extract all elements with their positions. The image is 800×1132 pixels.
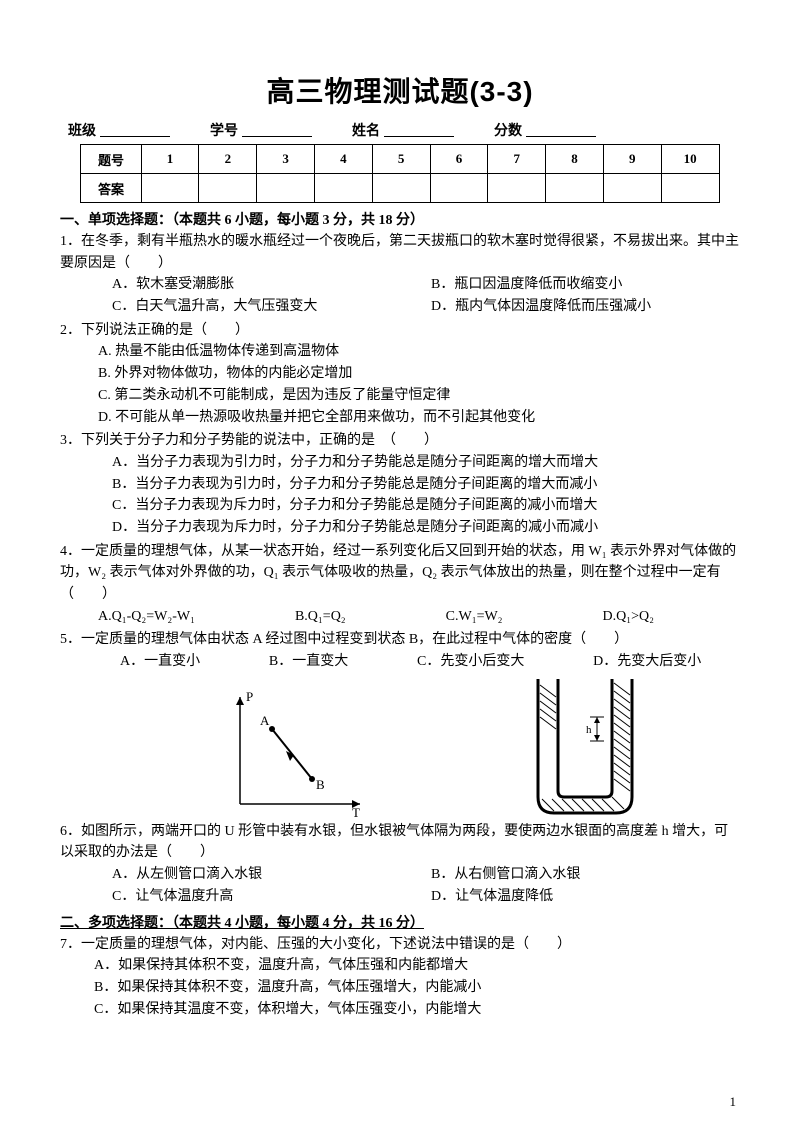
row-header: 题号 bbox=[81, 145, 141, 174]
question-2: 2．下列说法正确的是（ ） bbox=[60, 320, 740, 342]
t-axis-label: T bbox=[352, 805, 360, 819]
page-title: 高三物理测试题(3-3) bbox=[60, 70, 740, 110]
id-blank bbox=[242, 120, 312, 137]
score-label: 分数 bbox=[494, 120, 522, 140]
option-c: C．先变小后变大 bbox=[417, 651, 563, 673]
answer-cell bbox=[603, 174, 661, 203]
name-blank bbox=[384, 120, 454, 137]
option-c: C．让气体温度升高 bbox=[112, 886, 421, 908]
question-6: 6．如图所示，两端开口的 U 形管中装有水银，但水银被气体隔为两段，要使两边水银… bbox=[60, 821, 740, 864]
answer-cell bbox=[257, 174, 315, 203]
point-b-label: B bbox=[316, 777, 325, 792]
col-header: 2 bbox=[199, 145, 257, 174]
answer-cell bbox=[372, 174, 430, 203]
option-a: A．软木塞受潮膨胀 bbox=[112, 274, 421, 296]
option-d: D.Q₁>Q₂ bbox=[603, 606, 740, 628]
table-row: 题号 1 2 3 4 5 6 7 8 9 10 bbox=[81, 145, 719, 174]
table-row: 答案 bbox=[81, 174, 719, 203]
option-a: A.Q₁-Q₂=W₂-W₁ bbox=[98, 606, 281, 628]
option-a: A．从左侧管口滴入水银 bbox=[112, 864, 421, 886]
col-header: 1 bbox=[141, 145, 199, 174]
option-b: B．当分子力表现为引力时，分子力和分子势能总是随分子间距离的增大而减小 bbox=[112, 474, 740, 496]
answer-cell bbox=[661, 174, 719, 203]
row-header: 答案 bbox=[81, 174, 141, 203]
class-blank bbox=[100, 120, 170, 137]
option-b: B．从右侧管口滴入水银 bbox=[431, 864, 740, 886]
question-1: 1．在冬季，剩有半瓶热水的暖水瓶经过一个夜晚后，第二天拔瓶口的软木塞时觉得很紧，… bbox=[60, 231, 740, 274]
id-label: 学号 bbox=[210, 120, 238, 140]
col-header: 5 bbox=[372, 145, 430, 174]
option-d: D. 不可能从单一热源吸收热量并把它全部用来做功，而不引起其他变化 bbox=[98, 407, 740, 429]
name-label: 姓名 bbox=[352, 120, 380, 140]
p-axis-label: P bbox=[246, 689, 253, 704]
answer-cell bbox=[199, 174, 257, 203]
option-c: C．白天气温升高，大气压强变大 bbox=[112, 296, 421, 318]
question-5: 5．一定质量的理想气体由状态 A 经过图中过程变到状态 B，在此过程中气体的密度… bbox=[60, 629, 740, 651]
point-a-label: A bbox=[260, 713, 270, 728]
option-a: A．当分子力表现为引力时，分子力和分子势能总是随分子间距离的增大而增大 bbox=[112, 452, 740, 474]
question-5-options: A．一直变小 B．一直变大 C．先变小后变大 D．先变大后变小 bbox=[60, 651, 740, 673]
option-c: C. 第二类永动机不可能制成，是因为违反了能量守恒定律 bbox=[98, 385, 740, 407]
col-header: 10 bbox=[661, 145, 719, 174]
option-d: D．先变大后变小 bbox=[593, 651, 740, 673]
option-b: B. 外界对物体做功，物体的内能必定增加 bbox=[98, 363, 740, 385]
u-tube-diagram: h bbox=[530, 679, 640, 819]
question-7-options: A．如果保持其体积不变，温度升高，气体压强和内能都增大 B．如果保持其体积不变，… bbox=[60, 955, 740, 1020]
option-d: D．当分子力表现为斥力时，分子力和分子势能总是随分子间距离的减小而减小 bbox=[112, 517, 740, 539]
section-b-heading: 二、多项选择题：（本题共 4 小题，每小题 4 分，共 16 分） bbox=[60, 912, 740, 932]
option-a: A．如果保持其体积不变，温度升高，气体压强和内能都增大 bbox=[94, 955, 740, 977]
student-info-row: 班级 学号 姓名 分数 bbox=[60, 120, 740, 140]
answer-cell bbox=[430, 174, 488, 203]
question-1-options: A．软木塞受潮膨胀 B．瓶口因温度降低而收缩变小 C．白天气温升高，大气压强变大… bbox=[60, 274, 740, 317]
question-4-options: A.Q₁-Q₂=W₂-W₁ B.Q₁=Q₂ C.W₁=W₂ D.Q₁>Q₂ bbox=[60, 606, 740, 628]
answer-cell bbox=[141, 174, 199, 203]
option-a: A. 热量不能由低温物体传递到高温物体 bbox=[98, 341, 740, 363]
answer-cell bbox=[315, 174, 373, 203]
question-3-options: A．当分子力表现为引力时，分子力和分子势能总是随分子间距离的增大而增大 B．当分… bbox=[60, 452, 740, 539]
pt-diagram: P T A B bbox=[220, 689, 370, 819]
answer-cell bbox=[488, 174, 546, 203]
option-c: C．如果保持其温度不变，体积增大，气体压强变小，内能增大 bbox=[94, 999, 740, 1021]
col-header: 9 bbox=[603, 145, 661, 174]
h-label: h bbox=[586, 724, 592, 736]
figures-row: P T A B bbox=[60, 679, 740, 819]
option-b: B.Q₁=Q₂ bbox=[295, 606, 432, 628]
question-7: 7．一定质量的理想气体，对内能、压强的大小变化，下述说法中错误的是（ ） bbox=[60, 934, 740, 956]
col-header: 3 bbox=[257, 145, 315, 174]
option-b: B．如果保持其体积不变，温度升高，气体压强增大，内能减小 bbox=[94, 977, 740, 999]
question-3: 3．下列关于分子力和分子势能的说法中，正确的是 （ ） bbox=[60, 430, 740, 452]
option-d: D．让气体温度降低 bbox=[431, 886, 740, 908]
section-a-heading: 一、单项选择题：（本题共 6 小题，每小题 3 分，共 18 分） bbox=[60, 209, 740, 229]
option-b: B．瓶口因温度降低而收缩变小 bbox=[431, 274, 740, 296]
col-header: 7 bbox=[488, 145, 546, 174]
option-c: C.W₁=W₂ bbox=[446, 606, 589, 628]
page-number: 1 bbox=[730, 1094, 737, 1110]
score-blank bbox=[526, 120, 596, 137]
question-2-options: A. 热量不能由低温物体传递到高温物体 B. 外界对物体做功，物体的内能必定增加… bbox=[60, 341, 740, 428]
col-header: 8 bbox=[546, 145, 604, 174]
option-c: C．当分子力表现为斥力时，分子力和分子势能总是随分子间距离的减小而增大 bbox=[112, 495, 740, 517]
option-a: A．一直变小 bbox=[120, 651, 239, 673]
question-6-options: A．从左侧管口滴入水银 B．从右侧管口滴入水银 C．让气体温度升高 D．让气体温… bbox=[60, 864, 740, 907]
answer-table: 题号 1 2 3 4 5 6 7 8 9 10 答案 bbox=[80, 144, 719, 203]
document-page: 高三物理测试题(3-3) 班级 学号 姓名 分数 题号 1 2 3 4 5 6 … bbox=[0, 0, 800, 1020]
option-d: D．瓶内气体因温度降低而压强减小 bbox=[431, 296, 740, 318]
class-label: 班级 bbox=[68, 120, 96, 140]
answer-cell bbox=[546, 174, 604, 203]
option-b: B．一直变大 bbox=[269, 651, 387, 673]
question-4: 4．一定质量的理想气体，从某一状态开始，经过一系列变化后又回到开始的状态，用 W… bbox=[60, 541, 740, 606]
col-header: 6 bbox=[430, 145, 488, 174]
col-header: 4 bbox=[315, 145, 373, 174]
